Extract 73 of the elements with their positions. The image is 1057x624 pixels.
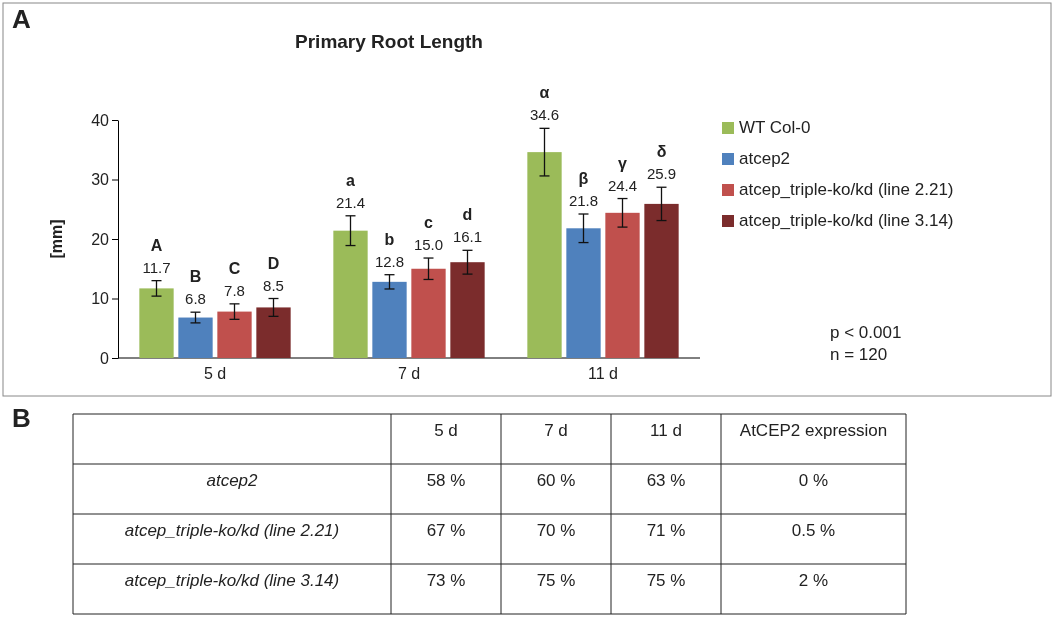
annotation: A <box>150 236 163 254</box>
text: 71 % <box>646 521 686 540</box>
text: 60 % <box>536 471 576 490</box>
bar <box>411 268 446 358</box>
annotation: c <box>424 214 434 232</box>
text: 58 % <box>426 471 466 490</box>
text: 0 % <box>798 471 829 490</box>
data-label: 16.1 <box>452 228 483 246</box>
text: α <box>539 84 550 102</box>
data-label: 7.8 <box>224 281 245 299</box>
legend-label: WT Col-0 <box>739 118 811 137</box>
text: 75 % <box>536 571 576 590</box>
bar <box>605 212 640 358</box>
text: A <box>12 4 31 34</box>
bar <box>333 230 368 358</box>
x-tick-label: 7 d <box>397 365 421 383</box>
legend-label: atcep_triple-ko/kd (line 2.21) <box>739 180 954 199</box>
annotation: C <box>228 259 241 277</box>
text: n = 120 <box>830 345 888 364</box>
chart-title: Primary Root Length <box>295 31 483 52</box>
category-label: 7 d <box>544 421 568 440</box>
bar <box>217 311 252 358</box>
text: 70 % <box>536 521 576 540</box>
annotation: β <box>578 170 589 188</box>
category-label: AtCEP2 expression <box>739 421 888 440</box>
text: 0.5 % <box>791 521 836 540</box>
data-label: 21.4 <box>335 193 366 211</box>
text: 2 % <box>798 571 829 590</box>
annotation: γ <box>618 154 628 172</box>
y-tick-label: 30 <box>91 171 110 189</box>
text: 67 % <box>426 521 466 540</box>
annotation: a <box>346 171 356 189</box>
annotation: b <box>384 230 395 248</box>
annotation: B <box>189 268 202 286</box>
category-label: atcep_triple-ko/kd (line 2.21) <box>124 521 340 540</box>
category-label: 5 d <box>434 421 458 440</box>
legend-label: atcep_triple-ko/kd (line 3.14) <box>739 211 954 230</box>
data-label: 25.9 <box>646 165 677 183</box>
category-label: atcep_triple-ko/kd (line 3.14) <box>124 571 340 590</box>
y-tick-label: 40 <box>91 111 110 129</box>
bar <box>527 152 562 358</box>
text: p < 0.001 <box>830 323 902 342</box>
bar <box>644 203 679 358</box>
data-label: 34.6 <box>529 106 560 124</box>
category-label: atcep2 <box>206 471 258 490</box>
legend-label: atcep2 <box>739 149 791 168</box>
data-label: 8.5 <box>263 276 284 294</box>
text: B <box>12 403 31 433</box>
text: 63 % <box>646 471 686 490</box>
y-tick-label: 10 <box>91 290 110 308</box>
bar <box>372 281 407 358</box>
category-label: 11 d <box>650 421 682 440</box>
bar <box>450 262 485 358</box>
data-label: 12.8 <box>374 252 405 270</box>
y-tick-label: 20 <box>91 230 110 248</box>
text: 73 % <box>426 571 466 590</box>
y-tick-label: 0 <box>100 349 110 367</box>
x-tick-label: 5 d <box>203 365 227 383</box>
bar <box>139 288 174 358</box>
annotation: D <box>267 254 280 272</box>
bar <box>566 228 601 358</box>
x-tick-label: 11 d <box>588 365 618 383</box>
bar <box>256 307 291 358</box>
text: 75 % <box>646 571 686 590</box>
data-label: 11.7 <box>142 258 171 276</box>
annotation: d <box>462 206 473 224</box>
data-label: 21.8 <box>568 192 599 210</box>
annotation: δ <box>656 143 667 161</box>
data-label: 15.0 <box>413 236 444 254</box>
data-label: 24.4 <box>607 176 638 194</box>
data-label: 6.8 <box>185 290 206 308</box>
bar <box>178 317 213 358</box>
y-axis-title: [mm] <box>48 219 65 259</box>
